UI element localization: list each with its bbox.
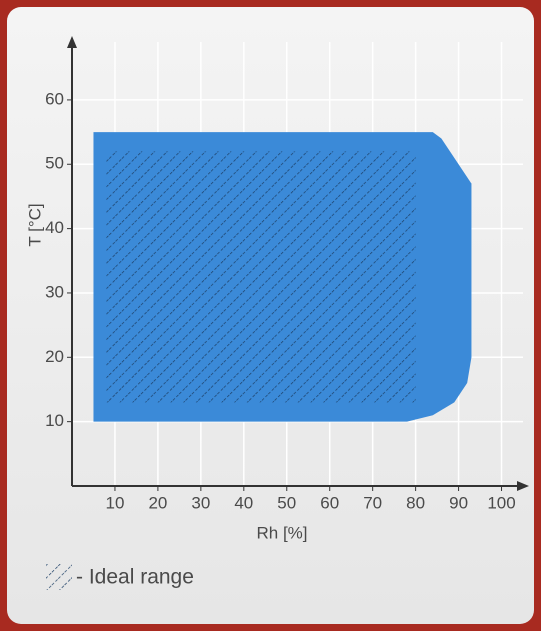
x-tick-label: 30	[191, 493, 210, 512]
x-axis-arrow	[517, 481, 529, 491]
y-tick-label: 60	[45, 89, 64, 108]
ideal-range	[106, 151, 416, 403]
y-axis-arrow	[67, 36, 77, 48]
y-tick-label: 50	[45, 154, 64, 173]
x-tick-label: 60	[320, 493, 339, 512]
x-tick-label: 100	[487, 493, 515, 512]
x-tick-label: 50	[277, 493, 296, 512]
x-tick-label: 20	[148, 493, 167, 512]
x-tick-label: 10	[105, 493, 124, 512]
legend-swatch	[46, 564, 72, 590]
legend-label: - Ideal range	[76, 566, 194, 589]
y-tick-label: 30	[45, 282, 64, 301]
y-axis-label: T [°C]	[25, 203, 44, 246]
x-tick-label: 90	[449, 493, 468, 512]
x-axis-label: Rh [%]	[256, 523, 307, 542]
y-tick-label: 20	[45, 347, 64, 366]
x-tick-label: 70	[363, 493, 382, 512]
y-tick-label: 40	[45, 218, 64, 237]
x-tick-label: 80	[406, 493, 425, 512]
x-tick-label: 40	[234, 493, 253, 512]
y-tick-label: 10	[45, 411, 64, 430]
